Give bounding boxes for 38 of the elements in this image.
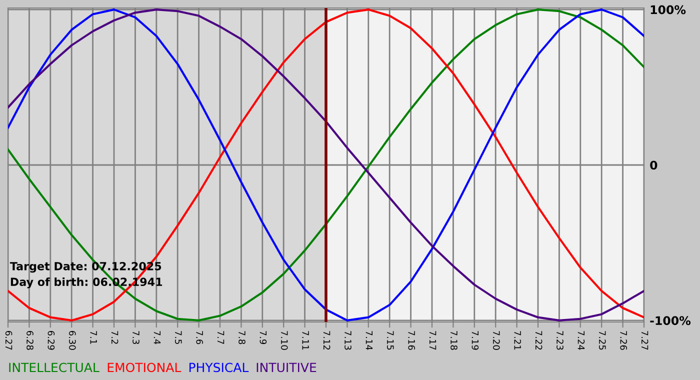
x-tick-label: 6.29 xyxy=(48,330,55,350)
x-tick-label: 7.25 xyxy=(598,331,606,350)
text: INTELLECTUAL xyxy=(9,362,100,372)
x-tick-label: 7.24 xyxy=(578,331,585,350)
x-tick-label: 7.23 xyxy=(556,331,564,350)
y-tick-label: -100% xyxy=(650,316,691,326)
x-tick-label: 7.21 xyxy=(514,331,522,350)
x-tick-label: 7.2 xyxy=(112,331,118,344)
x-tick-label: 7.27 xyxy=(642,331,648,350)
x-tick-label: 7.7 xyxy=(218,331,224,344)
x-tick-label: 7.10 xyxy=(280,331,288,350)
x-tick-label: 7.1 xyxy=(90,331,97,344)
text: INTUITIVE xyxy=(256,362,316,372)
y-tick-label: 100% xyxy=(650,5,686,14)
x-tick-label: 6.27 xyxy=(5,330,12,350)
text: EMOTIONAL xyxy=(108,362,182,372)
x-tick-label: 7.12 xyxy=(324,331,330,350)
x-tick-label: 7.18 xyxy=(450,331,458,350)
x-tick-label: 7.3 xyxy=(132,331,140,344)
x-tick-label: 7.5 xyxy=(174,331,182,344)
x-tick-label: 7.11 xyxy=(302,331,309,350)
x-tick-label: 7.9 xyxy=(260,331,267,344)
x-tick-label: 7.26 xyxy=(620,331,628,350)
x-tick-label: 7.4 xyxy=(154,331,160,344)
x-tick-label: 7.17 xyxy=(430,331,436,350)
x-tick-label: 7.20 xyxy=(492,331,500,350)
x-tick-label: 6.28 xyxy=(26,330,34,350)
x-tick-label: 7.15 xyxy=(386,331,394,350)
x-tick-label: 7.16 xyxy=(408,331,416,350)
x-tick-label: 7.8 xyxy=(238,331,246,344)
x-tick-label: 6.30 xyxy=(68,330,76,350)
x-tick-label: 7.13 xyxy=(344,331,352,350)
y-tick-label: 0 xyxy=(650,160,658,170)
x-tick-label: 7.19 xyxy=(472,331,479,350)
x-tick-label: 7.14 xyxy=(366,331,372,350)
x-tick-label: 7.6 xyxy=(196,331,204,344)
x-tick-label: 7.22 xyxy=(536,331,542,350)
text: PHYSICAL xyxy=(189,362,249,372)
